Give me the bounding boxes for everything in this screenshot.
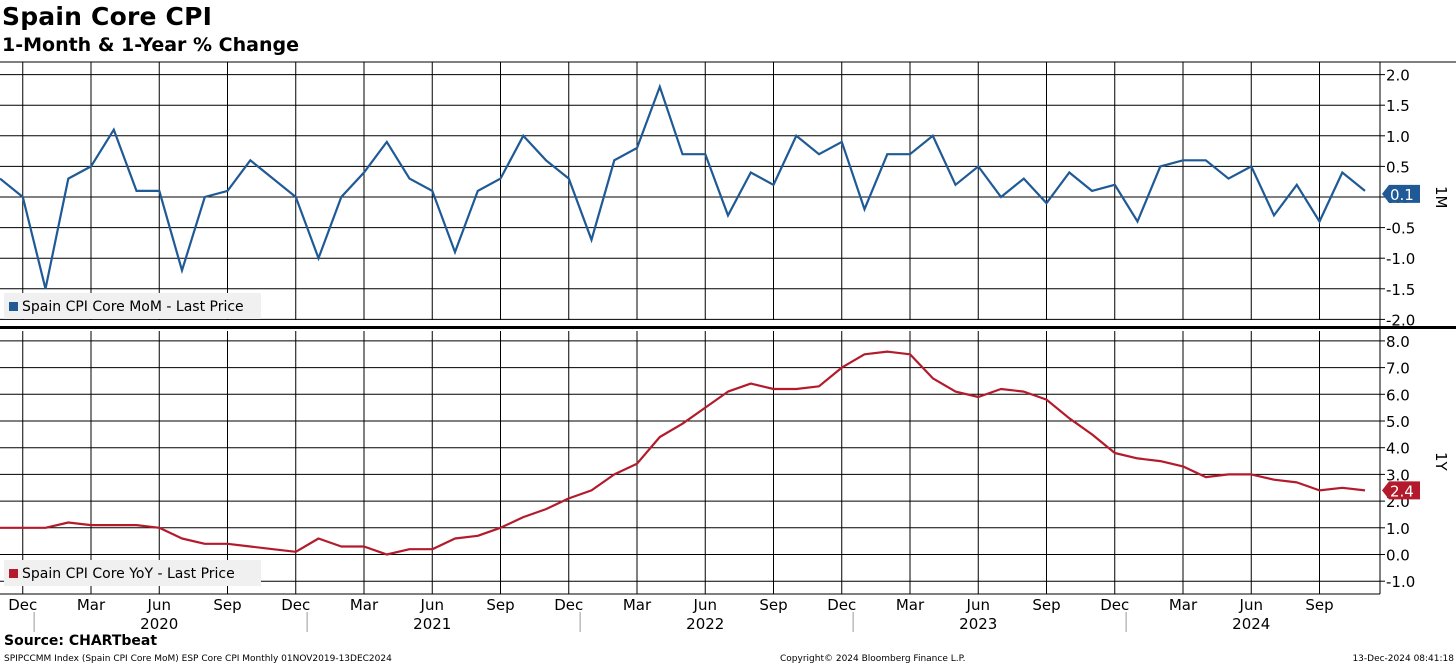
plot-frame — [0, 61, 1456, 595]
x-tick-label: Mar — [1169, 596, 1198, 614]
x-tick-label: Jun — [693, 596, 717, 614]
mom-y-tick-label: -0.5 — [1386, 220, 1415, 238]
x-tick-label: Dec — [8, 596, 37, 614]
yoy-y-tick-label: 8.0 — [1386, 333, 1410, 351]
legend-label: Spain CPI Core MoM - Last Price — [22, 299, 244, 315]
footer-timestamp: 13-Dec-2024 08:41:18 — [1352, 654, 1454, 664]
mom-y-tick-label: -1.0 — [1386, 250, 1415, 268]
yoy-y-tick-label: 7.0 — [1386, 360, 1410, 378]
legends: Spain CPI Core MoM - Last Price Spain CPI… — [4, 293, 261, 586]
legend-background — [4, 560, 261, 586]
x-tick-label: Sep — [486, 596, 514, 614]
x-tick-label: Dec — [554, 596, 583, 614]
footer-series-info: SPIPCCMM Index (Spain CPI Core MoM) ESP … — [4, 654, 392, 664]
x-tick-label: Sep — [759, 596, 787, 614]
x-tick-label: Jun — [147, 596, 171, 614]
yoy-y-axis: 8.07.06.05.04.03.02.01.00.0-1.01Y — [1380, 333, 1450, 591]
x-year-label: 2021 — [413, 615, 451, 633]
x-tick-label: Mar — [350, 596, 379, 614]
x-tick-label: Mar — [623, 596, 652, 614]
x-tick-label: Dec — [1100, 596, 1129, 614]
x-year-label: 2024 — [1232, 615, 1270, 633]
yoy-last-value: 2.4 — [1390, 482, 1414, 500]
yoy-y-tick-label: 5.0 — [1386, 413, 1410, 431]
chart-subtitle: 1-Month & 1-Year % Change — [2, 34, 299, 56]
mom-y-tick-label: 0.5 — [1386, 158, 1410, 176]
mom-y-tick-label: 1.0 — [1386, 128, 1410, 146]
legend-label: Spain CPI Core YoY - Last Price — [22, 566, 235, 582]
x-tick-label: Sep — [213, 596, 241, 614]
x-axis: Dec Mar Jun Sep Dec Mar Jun Sep Dec Mar Jun Sep Dec M… — [8, 596, 1333, 633]
chart-title: Spain Core CPI — [2, 2, 213, 31]
last-value-markers: 0.1 2.4 — [1382, 184, 1420, 500]
x-tick-label: Dec — [281, 596, 310, 614]
yoy-y-tick-label: 3.0 — [1386, 466, 1410, 484]
x-tick-label: Dec — [827, 596, 856, 614]
x-year-label: 2023 — [959, 615, 997, 633]
mom-grid — [0, 62, 1380, 320]
yoy-y-tick-label: -1.0 — [1386, 573, 1415, 591]
yoy-series-line — [0, 350, 1366, 556]
yoy-y-tick-label: 0.0 — [1386, 547, 1410, 565]
chart-area: 2.0 1.5 1.0 0.5 0.0 -0.5 -1.0 -1.5 -2.0 1M 8.0 7.0… — [0, 61, 1456, 633]
mom-last-value: 0.1 — [1390, 186, 1414, 204]
legend-swatch — [9, 302, 18, 311]
mom-y-tick-label: -1.5 — [1386, 281, 1415, 299]
x-tick-label: Jun — [1239, 596, 1263, 614]
x-tick-label: Jun — [420, 596, 444, 614]
x-tick-label: Mar — [77, 596, 106, 614]
mom-last-tag — [1382, 184, 1420, 203]
yoy-y-tick-label: 6.0 — [1386, 386, 1410, 404]
mom-y-axis: 2.01.51.00.50.0-0.5-1.0-1.5-2.01M — [1380, 67, 1450, 329]
x-year-label: 2020 — [140, 615, 178, 633]
x-tick-label: Mar — [896, 596, 925, 614]
yoy-panel-label: 1Y — [1432, 452, 1450, 472]
x-tick-label: Jun — [966, 596, 990, 614]
legend-swatch — [9, 569, 18, 578]
mom-panel-label: 1M — [1432, 186, 1450, 209]
mom-y-tick-label: 1.5 — [1386, 97, 1410, 115]
footer-copyright: Copyright© 2024 Bloomberg Finance L.P. — [780, 654, 966, 664]
mom-y-tick-label: 2.0 — [1386, 67, 1410, 85]
yoy-last-tag — [1382, 481, 1420, 500]
mom-series-line — [0, 83, 1366, 290]
legend-background — [4, 293, 261, 319]
x-tick-label: Sep — [1305, 596, 1333, 614]
yoy-y-tick-label: 4.0 — [1386, 440, 1410, 458]
yoy-grid — [0, 331, 1380, 594]
mom-y-tick-label: -2.0 — [1386, 311, 1415, 329]
x-year-label: 2022 — [686, 615, 724, 633]
yoy-y-tick-label: 1.0 — [1386, 520, 1410, 538]
x-tick-label: Sep — [1032, 596, 1060, 614]
series-layer — [0, 83, 1366, 556]
source-note: Source: CHARTbeat — [4, 633, 158, 649]
